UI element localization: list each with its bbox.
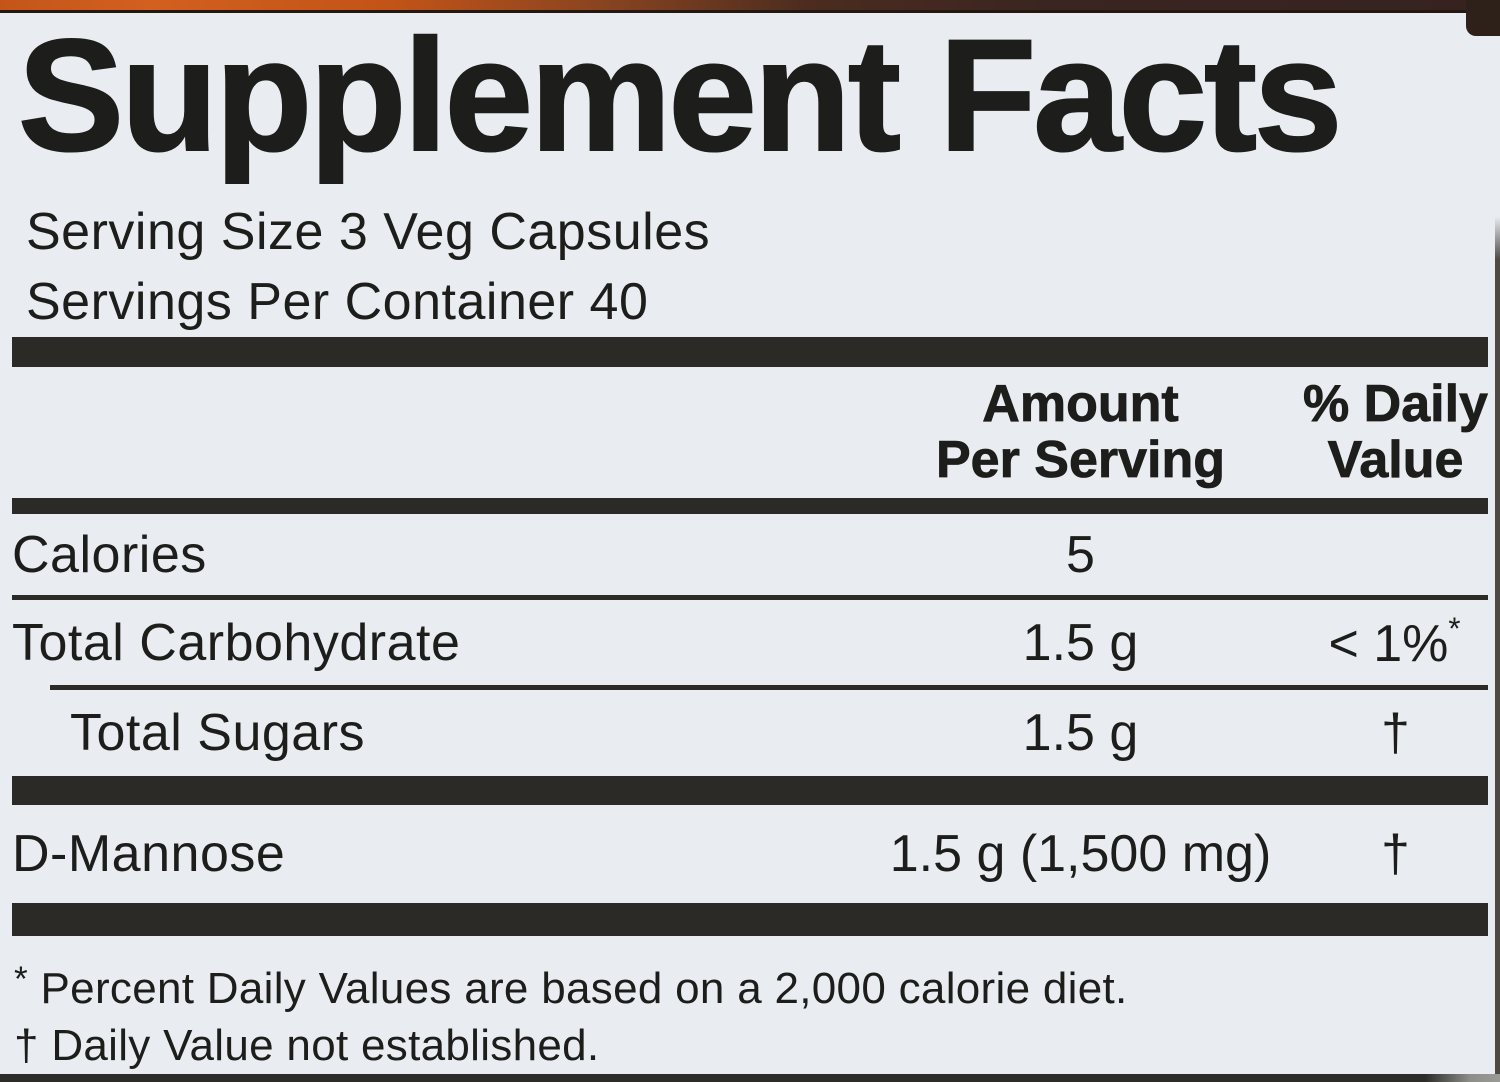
supplement-facts-panel: Supplement Facts Serving Size 3 Veg Caps…: [0, 6, 1500, 1075]
table-header-row: Amount Per Serving % Daily Value: [12, 367, 1489, 498]
table-row-total-sugars: Total Sugars 1.5 g †: [12, 690, 1488, 776]
nutrient-amount: 1.5 g: [1022, 613, 1139, 672]
daily-value-column-header: % Daily Value: [1303, 375, 1489, 489]
serving-info: Serving Size 3 Veg Capsules Servings Per…: [26, 197, 1488, 337]
top-accent-strip: [0, 0, 1500, 13]
nutrient-daily-value: †: [1381, 825, 1410, 883]
table-row-total-carbohydrate: Total Carbohydrate 1.5 g < 1%*: [12, 600, 1488, 685]
top-right-corner-shadow: [1466, 0, 1500, 36]
nutrient-daily-value: < 1%*: [1328, 611, 1463, 673]
serving-size-line: Serving Size 3 Veg Capsules: [26, 203, 711, 261]
table-row-calories: Calories 5: [12, 514, 1488, 600]
bottom-shadow-strip: [0, 1074, 1500, 1082]
nutrient-daily-value: †: [1381, 704, 1410, 762]
thick-divider-middle: [12, 776, 1488, 805]
page-title: Supplement Facts: [17, 6, 1343, 184]
footnote-dv-not-established: † Daily Value not established.: [14, 1021, 600, 1070]
nutrient-name: D-Mannose: [12, 825, 286, 883]
nutrient-name: Total Sugars: [70, 704, 366, 762]
table-row-d-mannose: D-Mannose 1.5 g (1,500 mg) †: [12, 805, 1488, 903]
dagger-marker: †: [14, 1021, 39, 1070]
servings-per-container-line: Servings Per Container 40: [26, 273, 649, 331]
nutrient-amount: 5: [1066, 525, 1095, 584]
asterisk-marker: *: [14, 960, 28, 999]
thick-divider-bottom: [12, 903, 1488, 936]
footnotes: * Percent Daily Values are based on a 2,…: [14, 952, 1488, 1075]
nutrient-name: Calories: [12, 525, 207, 584]
footnote-daily-value: * Percent Daily Values are based on a 2,…: [14, 960, 1128, 1013]
right-edge-shadow: [1495, 0, 1500, 1082]
nutrient-name: Total Carbohydrate: [12, 613, 461, 672]
thick-divider-top: [12, 337, 1488, 367]
nutrient-amount: 1.5 g: [1022, 704, 1139, 762]
amount-column-header: Amount Per Serving: [935, 375, 1226, 489]
header-divider: [12, 498, 1488, 514]
indented-divider: [50, 685, 1488, 690]
nutrient-amount: 1.5 g (1,500 mg): [889, 825, 1272, 883]
asterisk-superscript: *: [1448, 611, 1463, 646]
